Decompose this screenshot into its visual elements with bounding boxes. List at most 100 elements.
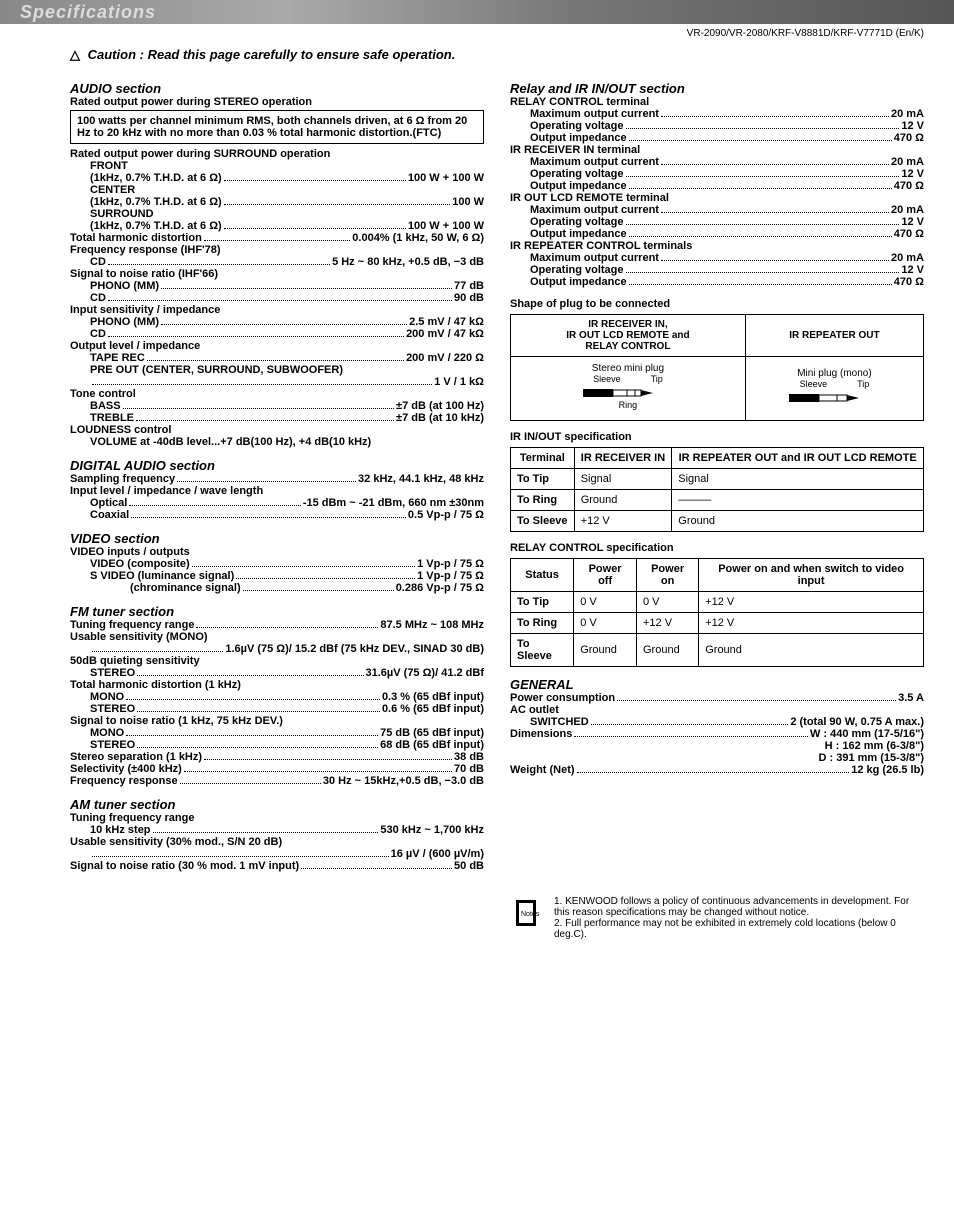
fm-quiet-l: STEREO xyxy=(90,667,135,679)
notes-block: Notes 1. KENWOOD follows a policy of con… xyxy=(510,896,924,940)
surround-label: SURROUND xyxy=(70,208,484,220)
opt-l: Optical xyxy=(90,497,127,509)
relay-group-head: IR OUT LCD REMOTE terminal xyxy=(510,192,924,204)
surround-spec-l: (1kHz, 0.7% T.H.D. at 6 Ω) xyxy=(90,220,222,232)
relay-group-head: IR RECEIVER IN terminal xyxy=(510,144,924,156)
plug-tip-2: Tip xyxy=(857,379,869,389)
mono-plug-icon xyxy=(789,391,879,405)
relay-row: Maximum output current20 mA xyxy=(510,108,924,120)
svchr-r: 0.286 Vp-p / 75 Ω xyxy=(396,582,484,594)
video-title: VIDEO section xyxy=(70,531,484,546)
out-head: Output level / impedance xyxy=(70,340,484,352)
fm-fr-r: 30 Hz ~ 15kHz,+0.5 dB, −3.0 dB xyxy=(323,775,484,787)
relayspec-head: RELAY CONTROL specification xyxy=(510,542,924,554)
gen-dim-l: Dimensions xyxy=(510,728,572,740)
fm-thd-m-r: 0.3 % (65 dBf input) xyxy=(382,691,484,703)
relay-row: Maximum output current20 mA xyxy=(510,204,924,216)
out-pre: PRE OUT (CENTER, SURROUND, SUBWOOFER) xyxy=(70,364,484,376)
out-pre-r: 1 V / 1 kΩ xyxy=(434,376,484,388)
fm-tune-r: 87.5 MHz ~ 108 MHz xyxy=(380,619,484,631)
note-2: 2. Full performance may not be exhibited… xyxy=(554,918,924,940)
relay-group-head: RELAY CONTROL terminal xyxy=(510,96,924,108)
plug-ring: Ring xyxy=(515,400,741,410)
irspec-table: TerminalIR RECEIVER INIR REPEATER OUT an… xyxy=(510,447,924,532)
plug-table: IR RECEIVER IN, IR OUT LCD REMOTE and RE… xyxy=(510,314,924,421)
right-column: Relay and IR IN/OUT section RELAY CONTRO… xyxy=(510,71,924,940)
header-title: Specifications xyxy=(20,2,156,23)
plug-sleeve-1: Sleeve xyxy=(593,374,621,384)
notes-icon: Notes xyxy=(510,896,544,930)
am-step-l: 10 kHz step xyxy=(90,824,151,836)
fm-sn-m-l: MONO xyxy=(90,727,124,739)
gen-sw-l: SWITCHED xyxy=(530,716,589,728)
center-spec-r: 100 W xyxy=(452,196,484,208)
fm-usens-head: Usable sensitivity (MONO) xyxy=(70,631,484,643)
svchr-l: (chrominance signal) xyxy=(130,582,241,594)
stereo-plug-icon xyxy=(583,386,673,400)
svlum-l: S VIDEO (luminance signal) xyxy=(90,570,234,582)
plug-sleeve-2: Sleeve xyxy=(800,379,828,389)
relay-row: Operating voltage12 V xyxy=(510,168,924,180)
fm-sep-r: 38 dB xyxy=(454,751,484,763)
gen-power-r: 3.5 A xyxy=(898,692,924,704)
fm-usens-r: 1.6µV (75 Ω)/ 15.2 dBf (75 kHz DEV., SIN… xyxy=(225,643,484,655)
sens-head: Input sensitivity / impedance xyxy=(70,304,484,316)
svg-text:Notes: Notes xyxy=(521,911,540,918)
plug-tip-1: Tip xyxy=(651,374,663,384)
gen-dim-d: D : 391 mm (15-3/8") xyxy=(510,752,924,764)
loud-head: LOUDNESS control xyxy=(70,424,484,436)
bass-l: BASS xyxy=(90,400,121,412)
plug-head: Shape of plug to be connected xyxy=(510,298,924,310)
fm-quiet-r: 31.6µV (75 Ω)/ 41.2 dBf xyxy=(366,667,484,679)
fm-tune-l: Tuning frequency range xyxy=(70,619,194,631)
sn-head: Signal to noise ratio (IHF'66) xyxy=(70,268,484,280)
fm-sn-head: Signal to noise ratio (1 kHz, 75 kHz DEV… xyxy=(70,715,484,727)
fm-thd-s-l: STEREO xyxy=(90,703,135,715)
am-usens-head: Usable sensitivity (30% mod., S/N 20 dB) xyxy=(70,836,484,848)
digital-title: DIGITAL AUDIO section xyxy=(70,458,484,473)
relay-row: Output impedance470 Ω xyxy=(510,132,924,144)
front-spec-r: 100 W + 100 W xyxy=(408,172,484,184)
sn-phono-l: PHONO (MM) xyxy=(90,280,159,292)
relay-row: Maximum output current20 mA xyxy=(510,252,924,264)
comp-r: 1 Vp-p / 75 Ω xyxy=(417,558,484,570)
fm-sn-s-l: STEREO xyxy=(90,739,135,751)
stereo-head: Rated output power during STEREO operati… xyxy=(70,96,484,108)
opt-r: -15 dBm ~ -21 dBm, 660 nm ±30nm xyxy=(303,497,484,509)
comp-l: VIDEO (composite) xyxy=(90,558,190,570)
sens-cd-l: CD xyxy=(90,328,106,340)
fm-sn-s-r: 68 dB (65 dBf input) xyxy=(380,739,484,751)
out-tape-r: 200 mV / 220 Ω xyxy=(406,352,484,364)
am-sn-l: Signal to noise ratio (30 % mod. 1 mV in… xyxy=(70,860,299,872)
gen-wt-l: Weight (Net) xyxy=(510,764,575,776)
plug-c1: Stereo mini plug xyxy=(515,363,741,374)
surround-spec-r: 100 W + 100 W xyxy=(408,220,484,232)
front-label: FRONT xyxy=(70,160,484,172)
freq-head: Frequency response (IHF'78) xyxy=(70,244,484,256)
tone-head: Tone control xyxy=(70,388,484,400)
am-tune-head: Tuning frequency range xyxy=(70,812,484,824)
gen-wt-r: 12 kg (26.5 lb) xyxy=(851,764,924,776)
svlum-r: 1 Vp-p / 75 Ω xyxy=(417,570,484,582)
fm-title: FM tuner section xyxy=(70,604,484,619)
sens-cd-r: 200 mV / 47 kΩ xyxy=(406,328,484,340)
am-step-r: 530 kHz ~ 1,700 kHz xyxy=(380,824,484,836)
treble-r: ±7 dB (at 10 kHz) xyxy=(396,412,484,424)
digital-in-head: Input level / impedance / wave length xyxy=(70,485,484,497)
am-sn-r: 50 dB xyxy=(454,860,484,872)
warning-triangle-icon: △ xyxy=(70,47,80,63)
fm-sn-m-r: 75 dB (65 dBf input) xyxy=(380,727,484,739)
am-title: AM tuner section xyxy=(70,797,484,812)
gen-power-l: Power consumption xyxy=(510,692,615,704)
coax-r: 0.5 Vp-p / 75 Ω xyxy=(408,509,484,521)
relay-row: Operating voltage12 V xyxy=(510,264,924,276)
surround-head: Rated output power during SURROUND opera… xyxy=(70,148,484,160)
relay-row: Output impedance470 Ω xyxy=(510,228,924,240)
relay-row: Output impedance470 Ω xyxy=(510,276,924,288)
header-bar: Specifications xyxy=(0,0,954,24)
model-line: VR-2090/VR-2080/KRF-V8881D/KRF-V7771D (E… xyxy=(0,24,954,39)
plug-cell-stereo: Stereo mini plug Sleeve Tip Ring xyxy=(511,357,746,421)
samp-r: 32 kHz, 44.1 kHz, 48 kHz xyxy=(358,473,484,485)
plug-cell-mono: Mini plug (mono) Sleeve Tip xyxy=(745,357,923,421)
relay-row: Operating voltage12 V xyxy=(510,120,924,132)
